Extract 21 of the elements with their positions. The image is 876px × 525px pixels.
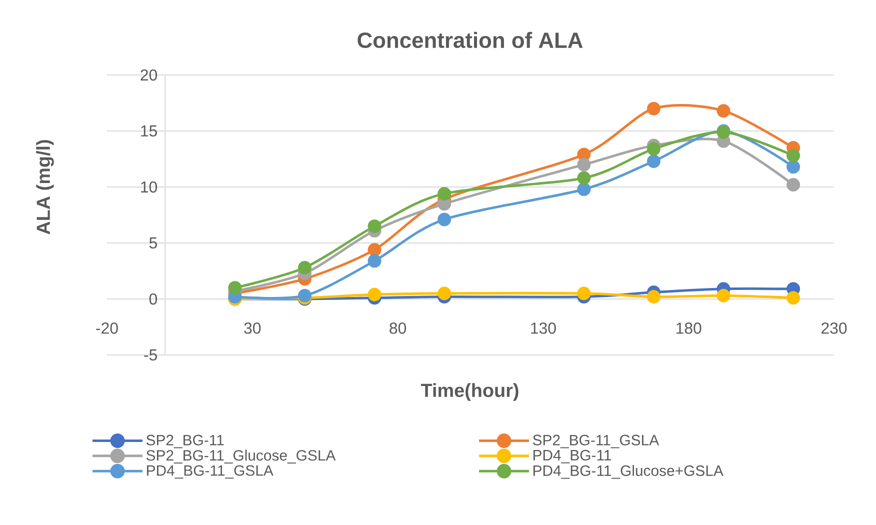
legend-label: PD4_BG-11 — [533, 450, 611, 464]
x-tick-label: 230 — [822, 322, 847, 334]
x-axis-title: Time(hour) — [420, 383, 518, 401]
y-tick-label: -5 — [144, 349, 157, 361]
x-tick-label: 30 — [244, 322, 261, 334]
legend-label: SP2_BG-11_GSLA — [532, 434, 660, 448]
chart-title: Concentration of ALA — [358, 32, 583, 48]
y-tick-label: 5 — [149, 237, 157, 249]
y-axis-title: ALA (mg/l) — [36, 140, 54, 234]
y-tick-label: 20 — [140, 69, 158, 81]
x-tick-label: -20 — [96, 322, 118, 334]
x-tick-label: 80 — [390, 322, 406, 334]
legend-label: SP2_BG-11_Glucose_GSLA — [146, 450, 336, 464]
y-tick-label: 0 — [149, 293, 158, 305]
x-tick-label: 130 — [531, 322, 556, 334]
legend-label: PD4_BG-11_GSLA — [147, 465, 274, 479]
x-tick-label: 180 — [676, 322, 702, 334]
y-tick-label: 15 — [141, 125, 157, 137]
legend-label: PD4_BG-11_Glucose+GSLA — [533, 465, 724, 479]
y-tick-label: 10 — [141, 181, 158, 193]
legend-label: SP2_BG-11 — [146, 434, 224, 448]
